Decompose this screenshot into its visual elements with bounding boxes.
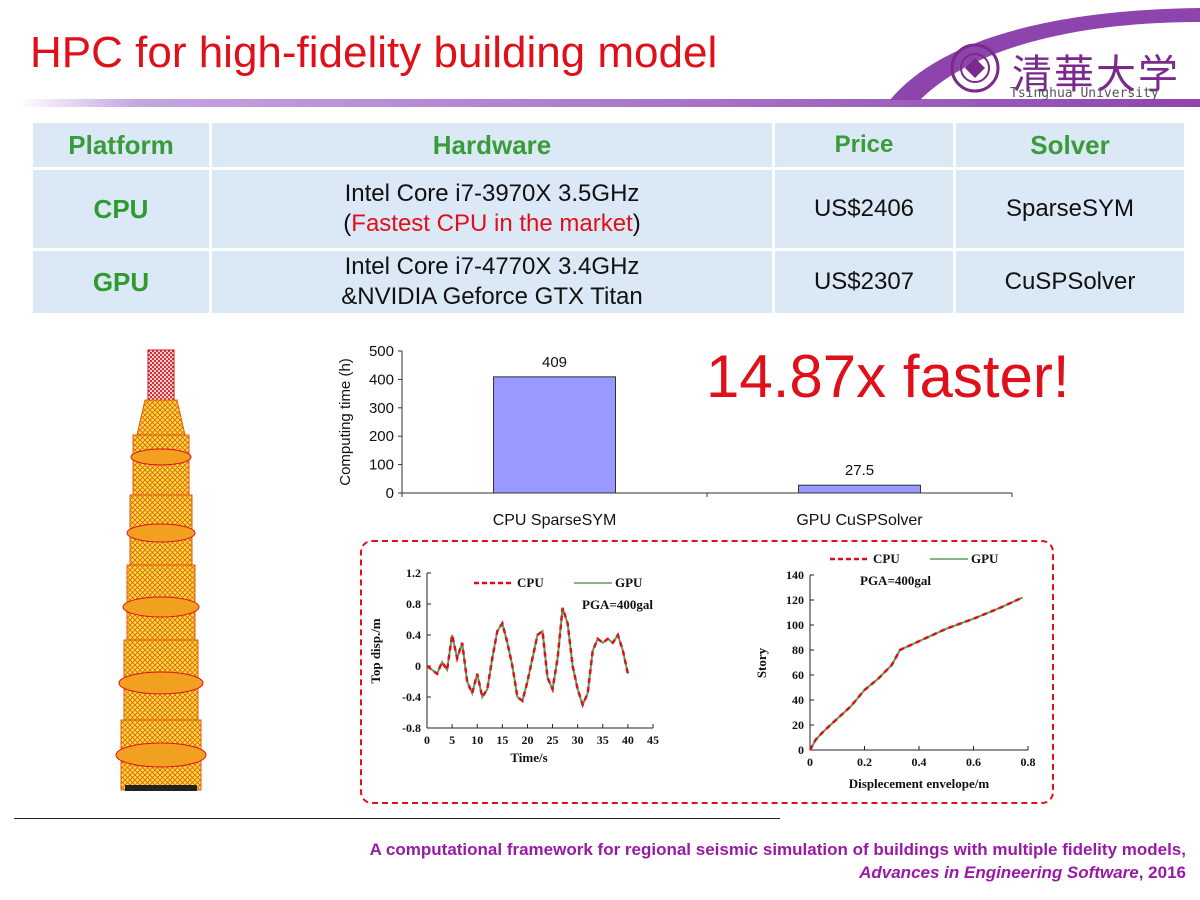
x-tick-label: GPU CuSPSolver xyxy=(796,512,923,529)
y-tick-label: 100 xyxy=(786,618,804,632)
x-tick-label: 0.6 xyxy=(966,755,981,769)
x-tick-label: 5 xyxy=(449,733,455,747)
citation-year: , 2016 xyxy=(1138,863,1186,882)
fastest-cpu-note: Fastest CPU in the market xyxy=(351,210,633,237)
x-tick-label: 0.8 xyxy=(1021,755,1036,769)
bar-value-label: 409 xyxy=(542,354,567,371)
cell-price: US$2406 xyxy=(775,170,953,248)
y-tick-label: 0 xyxy=(415,659,421,673)
y-tick-label: -0.8 xyxy=(402,721,421,735)
university-logo-english: Tsinghua University xyxy=(1010,86,1159,101)
y-tick-label: 0 xyxy=(386,485,394,502)
pga-annotation: PGA=400gal xyxy=(582,597,653,612)
y-tick-label: 80 xyxy=(792,643,804,657)
y-axis-label: Top disp./m xyxy=(368,618,383,683)
story-envelope-chart: 0 20 40 60 80 100 120 140 0 0.2 0.4 0.6 0.8 Displecem… xyxy=(754,551,1036,791)
table-row: CPU Intel Core i7-3970X 3.5GHz (Fastest … xyxy=(33,170,1184,248)
hardware-table: Platform Hardware Price Solver CPU Intel… xyxy=(30,120,1187,316)
legend-cpu-label: CPU xyxy=(517,575,544,590)
top-displacement-chart: -0.8 -0.4 0 0.4 0.8 1.2 0 5 10 15 20 25 30 35 40 45 Time… xyxy=(368,566,659,765)
y-tick-label: -0.4 xyxy=(402,690,421,704)
bar xyxy=(798,484,921,494)
paren-open: ( xyxy=(343,210,352,237)
citation-title: A computational framework for regional s… xyxy=(369,840,1186,859)
y-tick-label: 100 xyxy=(369,457,394,474)
cell-hardware: Intel Core i7-4770X 3.4GHz &NVIDIA Gefor… xyxy=(212,251,772,313)
x-tick-label: 0.2 xyxy=(857,755,872,769)
x-tick-label: 15 xyxy=(496,733,508,747)
page-title: HPC for high-fidelity building model xyxy=(30,28,718,77)
x-tick-label: 10 xyxy=(471,733,483,747)
speedup-callout: 14.87x faster! xyxy=(706,343,1070,410)
y-tick-label: 400 xyxy=(369,371,394,388)
hardware-line: Intel Core i7-4770X 3.4GHz xyxy=(344,253,640,280)
y-tick-label: 200 xyxy=(369,428,394,445)
x-axis-label: Time/s xyxy=(510,750,547,765)
y-tick-label: 1.2 xyxy=(406,566,421,580)
y-tick-label: 0.8 xyxy=(406,597,421,611)
y-tick-label: 120 xyxy=(786,593,804,607)
computing-time-bar-chart: 0 100 200 300 400 500 Computing time (h) 409 CPU… xyxy=(337,343,1013,529)
x-tick-label: 25 xyxy=(547,733,559,747)
y-tick-label: 500 xyxy=(369,343,394,360)
citation-source: Advances in Engineering Software, 2016 xyxy=(859,863,1186,883)
title-underline xyxy=(18,99,1200,107)
comparison-inset-box xyxy=(360,540,1054,804)
cell-hardware: Intel Core i7-3970X 3.5GHz (Fastest CPU … xyxy=(212,170,772,248)
x-tick-label: 0 xyxy=(807,755,813,769)
y-tick-label: 40 xyxy=(792,693,804,707)
bar xyxy=(493,376,616,494)
hardware-note: (Fastest CPU in the market) xyxy=(212,209,772,239)
legend-gpu-label: GPU xyxy=(615,575,643,590)
legend-cpu-label: CPU xyxy=(873,551,900,566)
footer-divider xyxy=(14,818,780,819)
x-tick-label: 20 xyxy=(521,733,533,747)
x-tick-label: 35 xyxy=(597,733,609,747)
paren-close: ) xyxy=(632,210,641,237)
header-platform: Platform xyxy=(33,123,209,167)
y-axis-label: Computing time (h) xyxy=(337,358,354,486)
cell-platform: GPU xyxy=(33,251,209,313)
header-solver: Solver xyxy=(956,123,1184,167)
header-hardware: Hardware xyxy=(212,123,772,167)
citation-journal: Advances in Engineering Software xyxy=(859,863,1139,882)
bar-value-label: 27.5 xyxy=(845,462,874,479)
cell-price: US$2307 xyxy=(775,251,953,313)
university-logo-chinese: 清華大学 xyxy=(1012,52,1180,98)
y-tick-label: 20 xyxy=(792,718,804,732)
x-tick-label: 30 xyxy=(572,733,584,747)
y-tick-label: 0 xyxy=(798,743,804,757)
table-row: GPU Intel Core i7-4770X 3.4GHz &NVIDIA G… xyxy=(33,251,1184,313)
legend-gpu-label: GPU xyxy=(971,551,999,566)
building-model-image xyxy=(115,349,207,791)
x-tick-label: 45 xyxy=(647,733,659,747)
x-tick-label: 40 xyxy=(622,733,634,747)
header-price: Price xyxy=(775,123,953,167)
hardware-line: Intel Core i7-3970X 3.5GHz xyxy=(344,180,640,207)
series-gpu-line xyxy=(809,596,1023,751)
table-header-row: Platform Hardware Price Solver xyxy=(33,123,1184,167)
logo-swoosh xyxy=(890,8,1200,100)
y-axis-label: Story xyxy=(754,647,769,678)
y-tick-label: 60 xyxy=(792,668,804,682)
series-cpu-line xyxy=(808,596,1024,751)
cell-solver: SparseSYM xyxy=(956,170,1184,248)
pga-annotation: PGA=400gal xyxy=(860,573,931,588)
y-tick-label: 300 xyxy=(369,400,394,417)
y-tick-label: 140 xyxy=(786,568,804,582)
series-cpu-line xyxy=(426,607,630,709)
hardware-line: &NVIDIA Geforce GTX Titan xyxy=(341,283,643,310)
cell-platform: CPU xyxy=(33,170,209,248)
cell-solver: CuSPSolver xyxy=(956,251,1184,313)
x-axis-label: Displecement envelope/m xyxy=(849,776,990,791)
x-tick-label: CPU SparseSYM xyxy=(493,512,617,529)
x-tick-label: 0.4 xyxy=(912,755,927,769)
x-tick-label: 0 xyxy=(424,733,430,747)
y-tick-label: 0.4 xyxy=(406,628,421,642)
